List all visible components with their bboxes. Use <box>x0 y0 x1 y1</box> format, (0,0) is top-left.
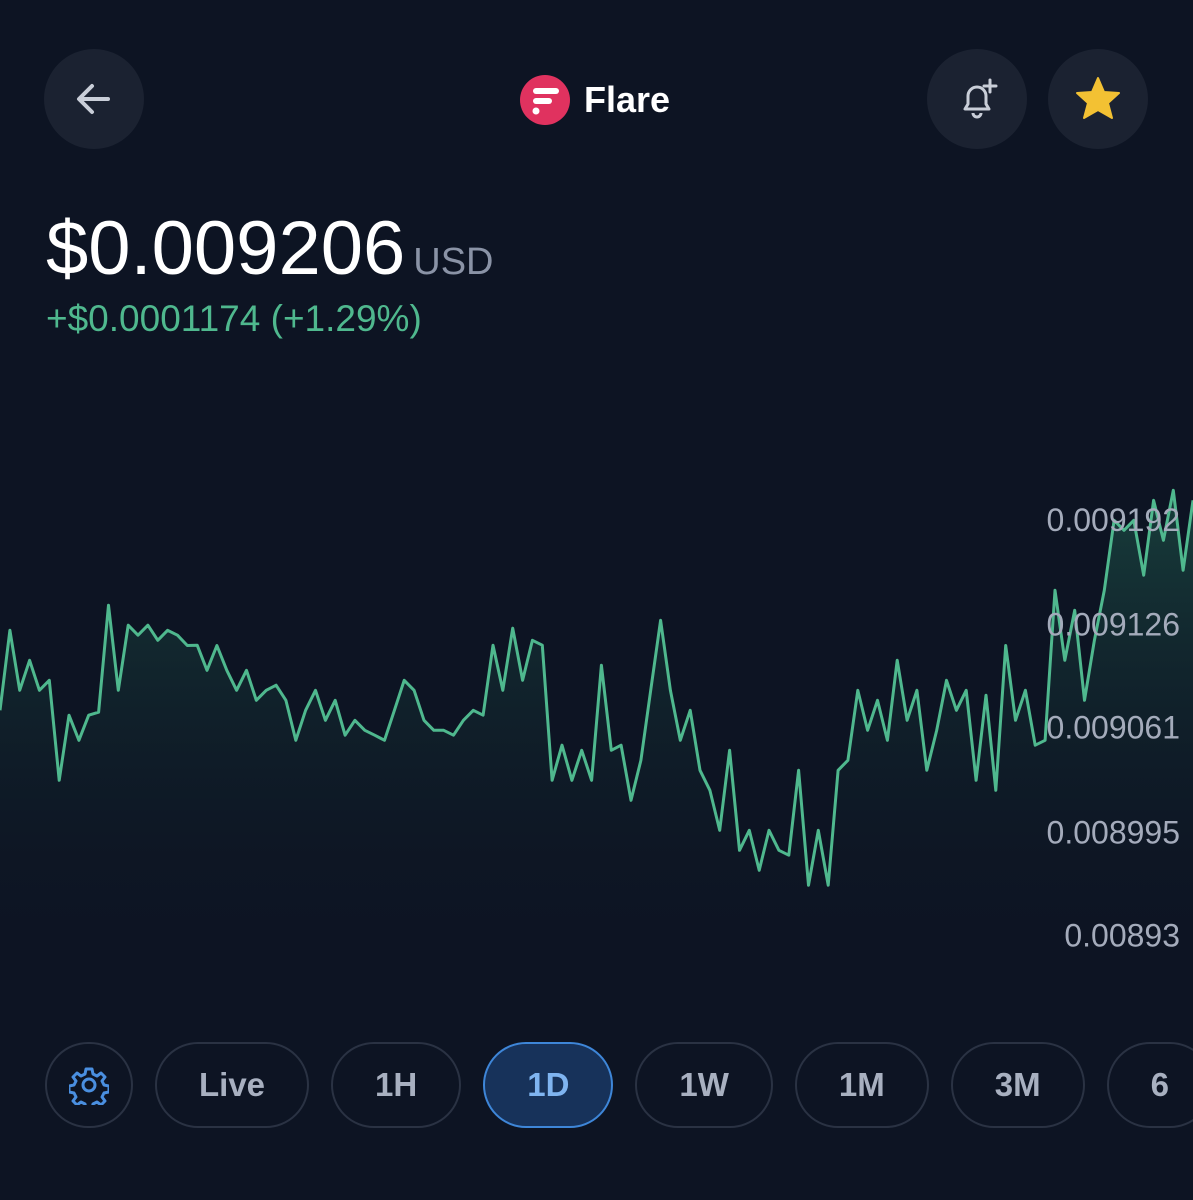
timeframe-tab[interactable]: 1D <box>483 1042 614 1128</box>
y-tick-label: 0.009061 <box>1047 710 1180 746</box>
back-button[interactable] <box>44 49 144 149</box>
favorite-button[interactable] <box>1048 49 1148 149</box>
y-tick-label: 0.008995 <box>1047 814 1180 850</box>
y-tick-label: 0.00893 <box>1064 918 1180 954</box>
token-logo <box>520 75 570 125</box>
timeframe-tab[interactable]: Live <box>155 1042 310 1128</box>
timeframe-tab[interactable]: 3M <box>950 1042 1085 1128</box>
alert-button[interactable] <box>927 49 1027 149</box>
star-icon <box>1076 77 1120 119</box>
y-tick-label: 0.009192 <box>1047 502 1180 538</box>
timeframe-tab[interactable]: 1M <box>794 1042 929 1128</box>
settings-button[interactable] <box>45 1042 133 1128</box>
timeframe-tab[interactable]: 6 <box>1106 1042 1193 1128</box>
timeframe-tabs: Live 1H 1D 1W 1M 3M 6 <box>45 1042 1193 1128</box>
gear-icon <box>69 1067 109 1105</box>
token-name: Flare <box>584 79 671 120</box>
token-header: Flare <box>520 75 671 125</box>
price: $0.009206 USD <box>46 205 494 292</box>
timeframe-tab[interactable]: 1W <box>635 1042 773 1128</box>
price-change: +$0.0001174 (+1.29%) <box>46 298 422 339</box>
back-icon <box>77 84 110 114</box>
bell-icon <box>963 78 998 119</box>
price-line <box>0 488 1193 887</box>
timeframe-tab[interactable]: 1H <box>331 1042 462 1128</box>
price-value: $0.009206 <box>46 206 406 291</box>
currency: USD <box>413 241 494 283</box>
y-tick-label: 0.009126 <box>1047 607 1180 643</box>
